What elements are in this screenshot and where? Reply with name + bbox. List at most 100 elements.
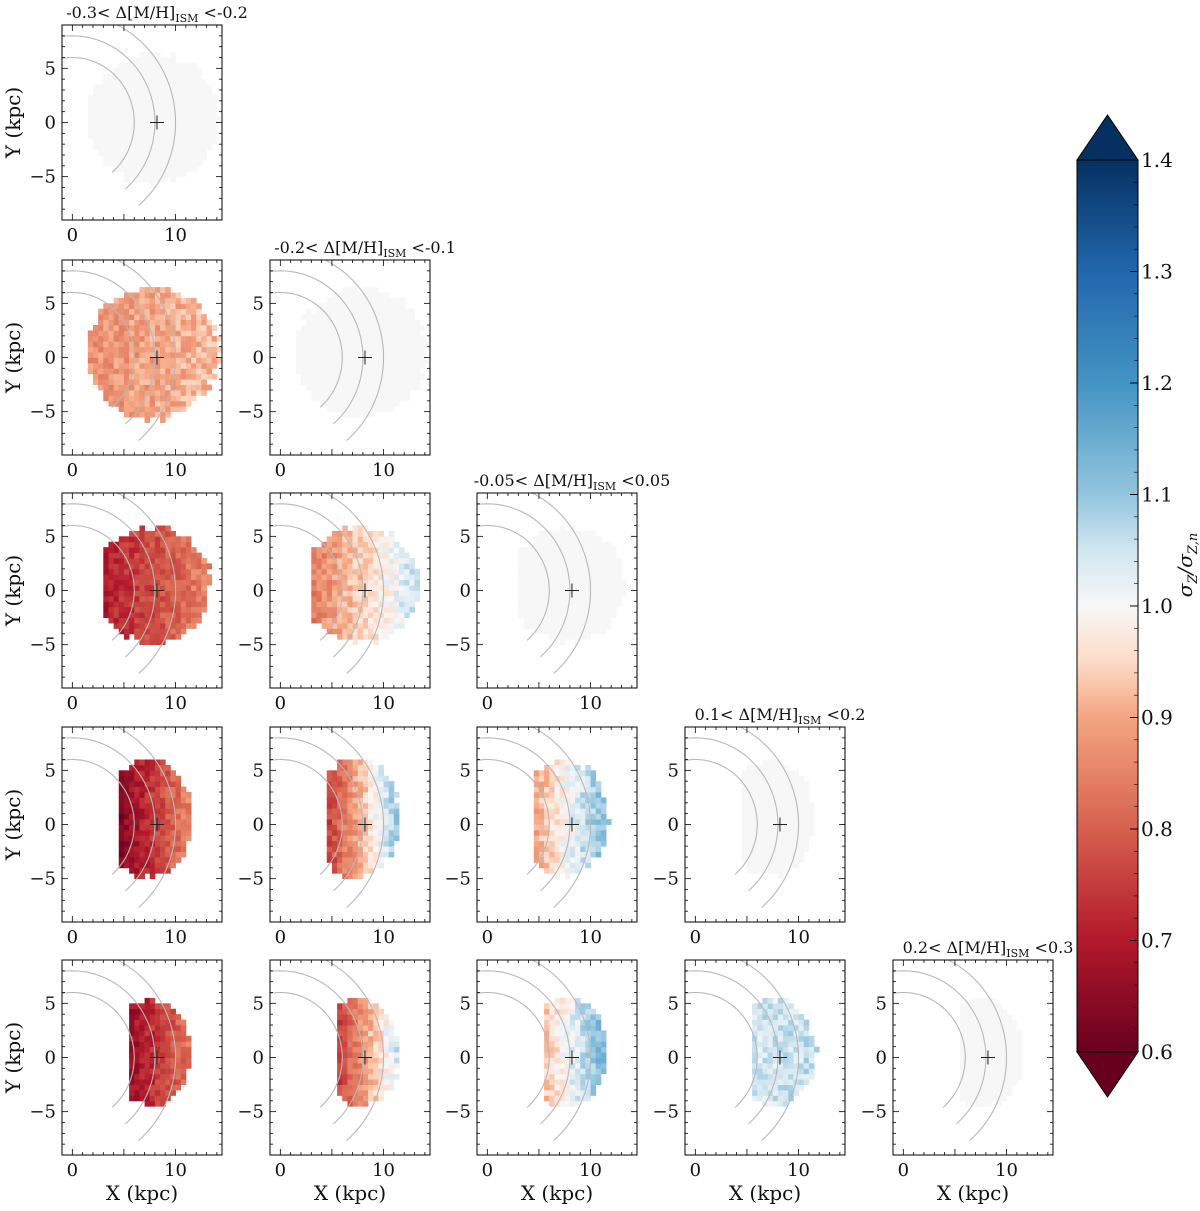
heatmap-cell (129, 851, 135, 858)
heatmap-cell (134, 617, 140, 624)
heatmap-cell (393, 579, 400, 586)
heatmap-cell (383, 384, 390, 391)
heatmap-cell (337, 770, 343, 777)
heatmap-cell (134, 319, 140, 326)
heatmap-cell (139, 330, 145, 337)
heatmap-cell (544, 1025, 550, 1031)
heatmap-cell (362, 352, 369, 358)
heatmap-cell (368, 606, 374, 613)
heatmap-cell (206, 100, 213, 107)
heatmap-cell (741, 829, 748, 836)
heatmap-cell (538, 813, 545, 820)
heatmap-cell (580, 840, 586, 847)
heatmap-cell (108, 160, 115, 167)
heatmap-cell (165, 574, 171, 581)
heatmap-cell (134, 144, 140, 150)
heatmap-cell (528, 601, 535, 608)
reference-arc (739, 960, 800, 1141)
heatmap-cell (580, 530, 586, 537)
heatmap-cell (575, 1019, 581, 1026)
heatmap-cell (388, 563, 395, 570)
heatmap-cell (295, 368, 302, 375)
heatmap-cell (368, 579, 374, 586)
heatmap-cell (362, 1090, 369, 1096)
heatmap-cell (564, 1100, 571, 1107)
heatmap-cell (991, 1095, 997, 1102)
heatmap-cell (170, 579, 176, 586)
heatmap-cell (139, 1079, 145, 1085)
sun-marker (772, 817, 787, 832)
heatmap-cell (337, 325, 343, 331)
heatmap-cell (165, 1019, 171, 1026)
heatmap-cell (585, 1014, 591, 1020)
heatmap-cell (165, 792, 171, 798)
heatmap-cell (538, 558, 545, 564)
heatmap-cell (404, 563, 410, 570)
heatmap-cell (368, 601, 374, 608)
heatmap-cell (129, 1090, 135, 1096)
heatmap-cell (414, 574, 421, 581)
heatmap-cell (108, 117, 115, 123)
heatmap-cell (352, 563, 359, 570)
heatmap-cell (118, 390, 125, 396)
heatmap-cell (108, 563, 115, 570)
heatmap-cell (342, 536, 348, 543)
heatmap-cell (404, 574, 410, 581)
heatmap-cell (772, 1095, 779, 1102)
heatmap-cell (175, 829, 182, 836)
heatmap-cell (746, 770, 753, 777)
heatmap-cell (154, 406, 161, 413)
heatmap-cell (134, 1003, 140, 1010)
heatmap-cell (803, 846, 810, 852)
heatmap-cell (564, 835, 571, 842)
y-tick-label: −5 (444, 635, 471, 656)
heatmap-cell (175, 155, 182, 161)
colorbar-label: σZ/σZ,n (1173, 533, 1200, 597)
reference-arc (62, 56, 135, 173)
heatmap-cell (175, 1030, 182, 1037)
heatmap-cell (985, 1030, 992, 1037)
heatmap-cell (798, 1019, 805, 1026)
heatmap-cell (352, 362, 359, 369)
heatmap-cell (564, 558, 571, 564)
heatmap-cell (118, 165, 125, 172)
heatmap-cell (347, 563, 353, 570)
heatmap-cell (606, 568, 612, 575)
heatmap-cell (118, 829, 125, 836)
heatmap-cell (549, 558, 555, 564)
heatmap-cell (788, 1008, 794, 1015)
heatmap-cell (388, 601, 395, 608)
heatmap-cell (409, 606, 415, 613)
heatmap-cell (362, 628, 369, 635)
heatmap-cell (544, 547, 550, 553)
heatmap-cells (295, 287, 430, 418)
heatmap-cell (144, 601, 151, 608)
heatmap-cell (554, 840, 560, 847)
heatmap-cell (798, 824, 805, 831)
x-tick-label: 10 (164, 225, 187, 246)
reference-arcs (270, 493, 385, 674)
heatmap-cell (569, 862, 576, 869)
heatmap-cell (103, 127, 109, 134)
heatmap-cell (559, 1068, 566, 1075)
heatmap-cell (144, 352, 151, 358)
heatmap-cell (378, 384, 384, 391)
heatmap-cell (544, 1095, 550, 1102)
heatmap-cell (134, 1014, 140, 1020)
heatmap-cell (393, 1062, 400, 1069)
heatmap-cell (383, 808, 390, 815)
heatmap-cell (985, 1090, 992, 1096)
heatmap-cell (388, 829, 395, 836)
heatmap-cell (580, 851, 586, 858)
heatmap-cell (170, 558, 176, 564)
heatmap-cell (741, 819, 748, 825)
heatmap-cell (129, 862, 135, 869)
heatmap-cell (118, 775, 125, 782)
heatmap-cell (123, 111, 130, 118)
heatmap-cell (337, 579, 343, 586)
heatmap-cell (144, 1030, 151, 1037)
heatmap-cell (575, 1073, 581, 1080)
heatmap-cell (996, 1057, 1002, 1064)
heatmap-cell (118, 325, 125, 331)
heatmap-cell (180, 813, 187, 820)
